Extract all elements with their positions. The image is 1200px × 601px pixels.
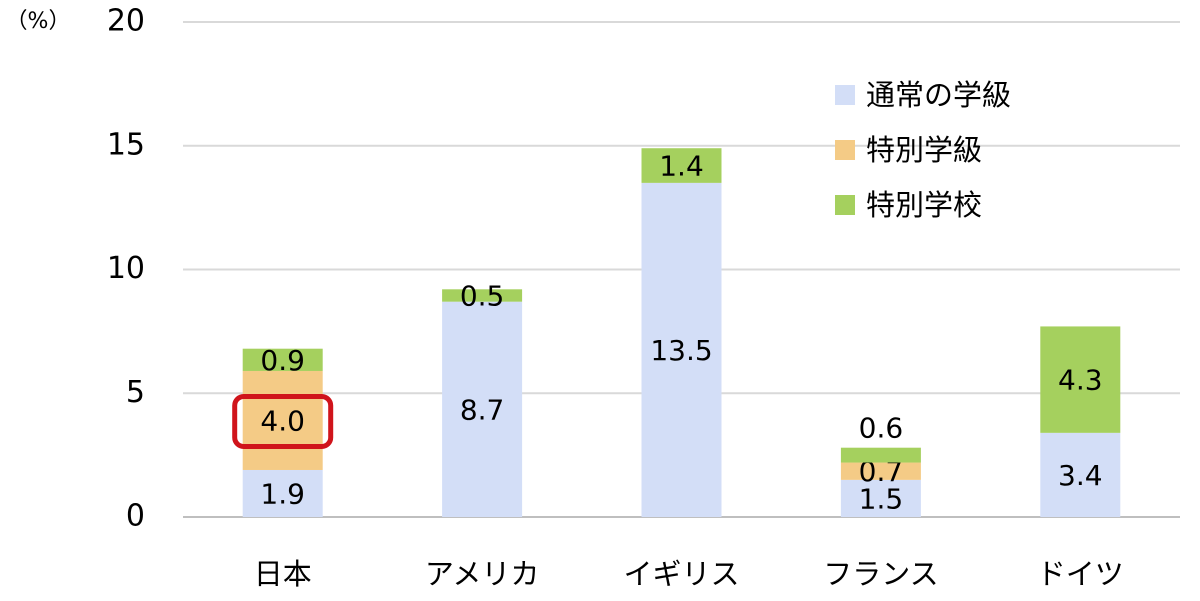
legend-swatch [835, 195, 855, 215]
value-label: 4.3 [1058, 364, 1103, 397]
y-tick-label: 5 [126, 375, 145, 410]
y-unit-label: （%） [6, 9, 71, 34]
bar-segment [442, 301, 523, 517]
y-tick-label: 10 [107, 251, 145, 286]
legend-swatch [835, 85, 855, 105]
bar-segment [641, 148, 722, 183]
bar-segment [840, 479, 921, 517]
bar-segment [242, 348, 323, 371]
x-tick-label: アメリカ [425, 557, 540, 591]
bar-segment [840, 447, 921, 463]
y-tick-label: 15 [107, 127, 145, 162]
value-label: 13.5 [650, 334, 712, 367]
value-label: 3.4 [1058, 459, 1103, 492]
value-label: 0.6 [859, 412, 904, 445]
bar-segment [1040, 326, 1121, 433]
x-tick-label: 日本 [254, 557, 312, 591]
value-label: 0.5 [460, 279, 505, 312]
legend-swatch [835, 140, 855, 160]
x-tick-label: イギリス [623, 557, 739, 591]
value-label: 1.9 [260, 477, 305, 510]
y-tick-label: 0 [126, 499, 145, 534]
legend-label: 特別学校 [866, 188, 982, 222]
legend-label: 特別学級 [866, 133, 982, 167]
x-tick-label: フランス [823, 557, 938, 591]
bar-segment [442, 289, 523, 302]
bar-segment [840, 462, 921, 480]
legend-label: 通常の学級 [866, 78, 1011, 112]
y-tick-label: 20 [107, 4, 145, 39]
value-label: 4.0 [260, 404, 305, 437]
x-tick-label: ドイツ [1037, 557, 1124, 591]
bar-segment [242, 370, 323, 470]
value-label: 8.7 [460, 393, 505, 426]
bar-segment [641, 182, 722, 517]
value-label: 0.9 [260, 344, 305, 377]
value-label: 1.5 [859, 482, 904, 515]
highlight-box [232, 393, 334, 449]
bar-segment [242, 469, 323, 517]
bar-segment [1040, 432, 1121, 517]
value-label: 1.4 [659, 150, 704, 183]
